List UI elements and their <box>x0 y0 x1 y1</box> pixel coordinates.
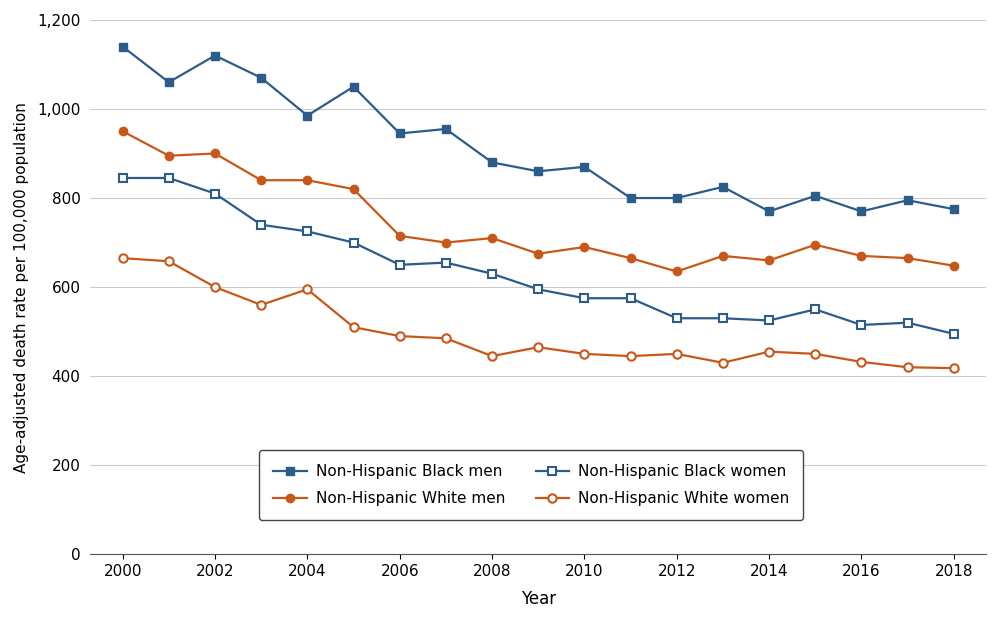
Non-Hispanic Black women <box>763 317 775 324</box>
Non-Hispanic White women <box>855 358 867 366</box>
Non-Hispanic Black women <box>809 305 821 313</box>
Line: Non-Hispanic Black men: Non-Hispanic Black men <box>118 42 958 216</box>
Non-Hispanic White women <box>763 348 775 355</box>
Non-Hispanic White women <box>209 284 221 291</box>
Non-Hispanic White men <box>625 254 637 262</box>
Non-Hispanic White men <box>440 239 452 246</box>
Non-Hispanic White women <box>809 350 821 358</box>
Non-Hispanic White men <box>717 252 729 259</box>
Non-Hispanic Black men <box>348 83 360 90</box>
Non-Hispanic Black men <box>255 74 267 81</box>
Non-Hispanic White men <box>809 241 821 249</box>
Non-Hispanic White women <box>163 258 175 265</box>
Non-Hispanic White women <box>117 254 129 262</box>
Non-Hispanic Black women <box>255 221 267 228</box>
Non-Hispanic White women <box>394 332 406 340</box>
Non-Hispanic White men <box>948 262 960 269</box>
Non-Hispanic White men <box>117 128 129 135</box>
Non-Hispanic Black men <box>163 78 175 86</box>
Non-Hispanic Black men <box>578 163 590 170</box>
Y-axis label: Age-adjusted death rate per 100,000 population: Age-adjusted death rate per 100,000 popu… <box>14 101 29 473</box>
Non-Hispanic White men <box>578 243 590 251</box>
Non-Hispanic Black men <box>671 194 683 202</box>
Non-Hispanic Black women <box>301 228 313 235</box>
Non-Hispanic White men <box>855 252 867 259</box>
Non-Hispanic Black women <box>163 174 175 182</box>
Non-Hispanic White women <box>486 353 498 360</box>
Non-Hispanic White men <box>671 267 683 275</box>
Non-Hispanic White men <box>209 150 221 157</box>
Non-Hispanic White women <box>532 343 544 351</box>
Non-Hispanic Black women <box>394 261 406 269</box>
Non-Hispanic Black women <box>948 330 960 338</box>
Line: Non-Hispanic White women: Non-Hispanic White women <box>118 254 958 373</box>
Non-Hispanic White women <box>348 323 360 331</box>
Non-Hispanic Black women <box>117 174 129 182</box>
Non-Hispanic White women <box>671 350 683 358</box>
Non-Hispanic Black men <box>717 183 729 190</box>
Non-Hispanic White women <box>255 301 267 309</box>
Non-Hispanic White men <box>255 177 267 184</box>
Non-Hispanic Black men <box>763 208 775 215</box>
Non-Hispanic White women <box>902 363 914 371</box>
Non-Hispanic White men <box>902 254 914 262</box>
Non-Hispanic Black men <box>625 194 637 202</box>
Non-Hispanic Black women <box>532 285 544 293</box>
Non-Hispanic White women <box>717 359 729 366</box>
Non-Hispanic Black men <box>855 208 867 215</box>
Non-Hispanic White men <box>301 177 313 184</box>
Non-Hispanic Black women <box>578 294 590 302</box>
Non-Hispanic Black women <box>902 319 914 327</box>
X-axis label: Year: Year <box>521 590 556 608</box>
Non-Hispanic Black women <box>209 190 221 197</box>
Non-Hispanic Black men <box>117 43 129 50</box>
Non-Hispanic Black women <box>486 270 498 277</box>
Non-Hispanic White men <box>163 152 175 159</box>
Non-Hispanic Black men <box>301 112 313 119</box>
Non-Hispanic White men <box>532 250 544 258</box>
Non-Hispanic White women <box>301 285 313 293</box>
Non-Hispanic Black men <box>394 130 406 137</box>
Non-Hispanic White men <box>486 234 498 242</box>
Non-Hispanic Black women <box>440 259 452 266</box>
Non-Hispanic Black women <box>625 294 637 302</box>
Non-Hispanic Black men <box>902 197 914 204</box>
Legend: Non-Hispanic Black men, Non-Hispanic White men, Non-Hispanic Black women, Non-Hi: Non-Hispanic Black men, Non-Hispanic Whi… <box>259 450 803 520</box>
Non-Hispanic White women <box>578 350 590 358</box>
Non-Hispanic Black men <box>486 159 498 166</box>
Non-Hispanic White men <box>763 257 775 264</box>
Line: Non-Hispanic Black women: Non-Hispanic Black women <box>118 174 958 338</box>
Non-Hispanic Black women <box>855 321 867 328</box>
Non-Hispanic Black men <box>440 125 452 132</box>
Line: Non-Hispanic White men: Non-Hispanic White men <box>118 127 958 276</box>
Non-Hispanic Black men <box>948 205 960 213</box>
Non-Hispanic Black women <box>717 315 729 322</box>
Non-Hispanic Black men <box>809 192 821 200</box>
Non-Hispanic White men <box>394 232 406 239</box>
Non-Hispanic Black women <box>348 239 360 246</box>
Non-Hispanic White women <box>625 353 637 360</box>
Non-Hispanic White women <box>948 364 960 372</box>
Non-Hispanic White women <box>440 335 452 342</box>
Non-Hispanic Black men <box>209 52 221 59</box>
Non-Hispanic White men <box>348 185 360 193</box>
Non-Hispanic Black women <box>671 315 683 322</box>
Non-Hispanic Black men <box>532 167 544 175</box>
